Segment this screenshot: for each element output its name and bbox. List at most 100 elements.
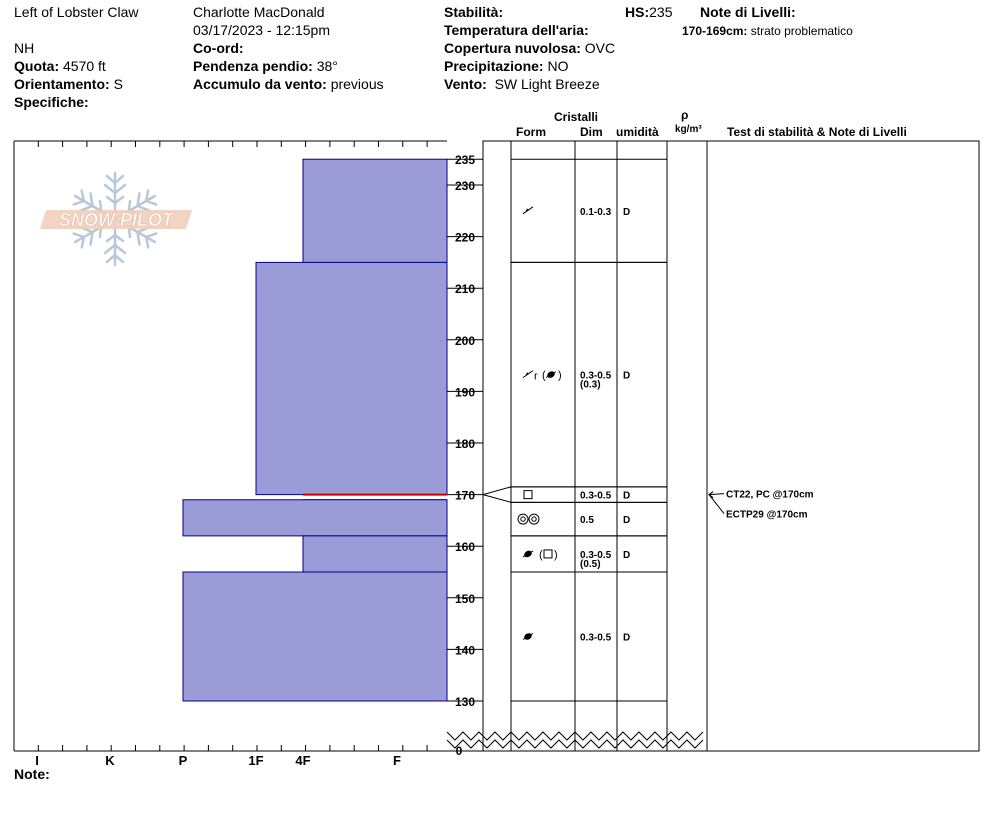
hardness-panel [13, 140, 447, 752]
faceted-icon [523, 490, 533, 500]
slope-row: Pendenza pendio: 38° [193, 58, 338, 75]
decomposing-tick [525, 208, 529, 212]
decomposing-tick [525, 372, 529, 375]
hardness-ticks [13, 141, 428, 751]
crystal-dim: 0.5 [580, 515, 594, 526]
decomposing-icon [522, 370, 534, 379]
axis-break [446, 731, 704, 749]
hs-row: HS:235 [625, 4, 672, 21]
crystal-moisture: D [623, 491, 630, 502]
melt-freeze-stroke [545, 371, 557, 379]
cloud-label: Copertura nuvolosa: [444, 40, 581, 56]
depth-label-190: 190 [455, 385, 475, 399]
crystal-dim: 0.1-0.3 [580, 207, 612, 218]
hardness-axis-labels: I K P 1F 4F F [35, 753, 401, 768]
hardness-label-p: P [179, 753, 188, 768]
hardness-bar-3 [182, 499, 448, 537]
crystal-table [482, 140, 980, 752]
elevation-value: 4570 ft [63, 58, 106, 74]
layer-note-text: strato problematico [750, 24, 853, 38]
wind-value: SW Light Breeze [494, 76, 600, 92]
watermark-text: SNOW PILOT [59, 210, 175, 230]
crystal-row-1: r () 0.3-0.5(0.3) D [511, 261, 667, 488]
rho-header: ρ [681, 108, 689, 122]
moisture-header: umidità [616, 125, 659, 139]
hardness-bar-4 [302, 535, 448, 573]
coord-row: Co-ord: [193, 40, 244, 57]
wind-loading-label: Accumulo da vento: [193, 76, 327, 92]
paren-glyph: ) [558, 370, 562, 382]
crystal-moisture: D [623, 207, 630, 218]
melt-cluster-inner [520, 516, 526, 522]
stability-notes-header: Test di stabilità & Note di Livelli [727, 125, 907, 139]
depth-label-210: 210 [455, 282, 475, 296]
wind-loading-row: Accumulo da vento: previous [193, 76, 384, 93]
crystals-header: Cristalli [554, 110, 599, 124]
slope-label: Pendenza pendio: [193, 58, 313, 74]
depth-fan-lines [482, 261, 516, 503]
crystal-dim: 0.3-0.5 [580, 633, 612, 644]
hs-label: HS: [625, 4, 650, 20]
layer-note-row: 170-169cm: strato problematico [682, 24, 853, 38]
depth-label-235: 235 [455, 153, 475, 167]
faceted-icon [543, 549, 553, 559]
hardness-label-1f: 1F [248, 753, 263, 768]
crystal-dim: 0.3-0.5 [580, 371, 612, 382]
depth-label-230: 230 [455, 179, 475, 193]
hs-value: 235 [649, 4, 673, 20]
stability-test-arrow [708, 494, 725, 514]
hardness-bar-5 [182, 571, 448, 702]
stability-test-arrow [708, 493, 725, 496]
precip-value: NO [547, 58, 569, 74]
depth-label-130: 130 [455, 695, 475, 709]
depth-label-140: 140 [455, 643, 475, 657]
datetime: 03/17/2023 - 12:15pm [193, 22, 330, 38]
observer: Charlotte MacDonald [193, 4, 325, 20]
crystal-row-2: 0.3-0.5 D [511, 486, 667, 503]
paren-glyph: ( [539, 549, 543, 561]
fan-line-lower [482, 494, 512, 503]
elevation-row: Quota: 4570 ft [14, 58, 106, 75]
depth-label-180: 180 [455, 437, 475, 451]
stability-test-label: ECTP29 @170cm [726, 510, 808, 521]
rounded-icon: r [534, 371, 538, 383]
slope-value: 38° [316, 58, 338, 74]
hardness-bar-1 [255, 261, 448, 496]
crystal-moisture: D [623, 371, 630, 382]
layer-notes-label: Note di Livelli: [700, 4, 796, 20]
hardness-bars [182, 158, 448, 702]
crystal-dim-secondary: (0.5) [580, 559, 601, 570]
crystal-row-3: 0.5 D [511, 501, 667, 537]
wind-label: Vento: [444, 76, 487, 92]
melt-cluster-icon-2 [528, 513, 540, 525]
paren-glyph: ( [542, 370, 546, 382]
decomposing-icon [522, 206, 534, 215]
stability-test-1: ECTP29 @170cm [708, 491, 808, 521]
hardness-label-k: K [105, 753, 115, 768]
melt-cluster-icon [517, 513, 529, 525]
melt-freeze-stroke [522, 633, 534, 640]
stability-test-0: CT22, PC @170cm [708, 490, 814, 501]
hardness-label-4f: 4F [295, 753, 310, 768]
snowpilot-watermark: SNOW PILOT [40, 171, 192, 267]
crystal-dim: 0.3-0.5 [580, 550, 612, 561]
crystal-dim: 0.3-0.5 [580, 491, 612, 502]
location: Left of Lobster Claw [14, 4, 139, 20]
arrow-head-icon [708, 491, 714, 499]
coord-label: Co-ord: [193, 40, 244, 56]
cloud-row: Copertura nuvolosa: OVC [444, 40, 615, 57]
aspect-row: Orientamento: S [14, 76, 123, 93]
form-header: Form [516, 125, 546, 139]
density-unit-header: kg/m³ [675, 124, 702, 135]
crystal-row-4: () 0.3-0.5(0.5) D [511, 535, 667, 573]
dim-header: Dim [580, 125, 603, 139]
stability-label: Stabilità: [444, 4, 504, 20]
depth-label-170: 170 [455, 489, 475, 503]
stability-tests: CT22, PC @170cm ECTP29 @170cm [708, 490, 814, 521]
precip-label: Precipitazione: [444, 58, 544, 74]
depth-label-160: 160 [455, 540, 475, 554]
state: NH [14, 40, 35, 56]
fan-line-upper [482, 486, 512, 496]
